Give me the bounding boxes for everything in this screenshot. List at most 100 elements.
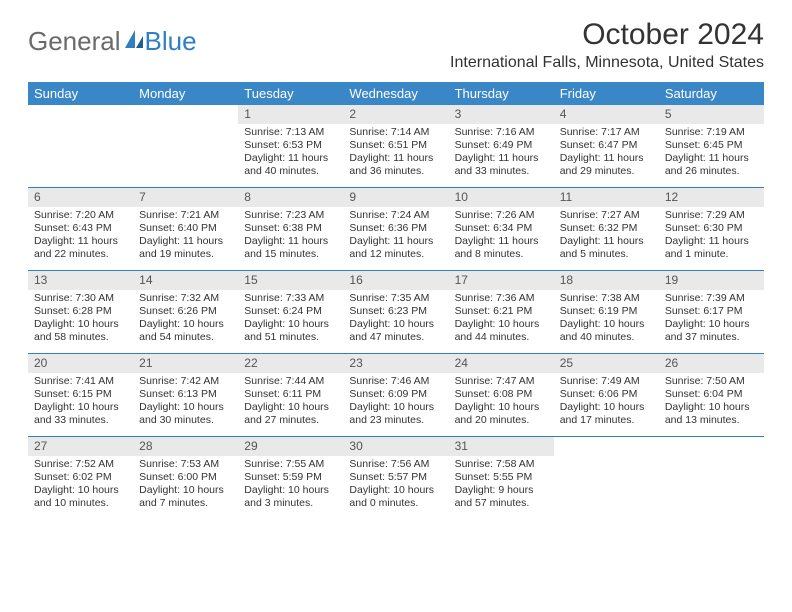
sunset-text: Sunset: 6:19 PM — [560, 305, 653, 318]
day-number: 10 — [449, 188, 554, 207]
day-number: 26 — [659, 354, 764, 373]
calendar-cell: 18Sunrise: 7:38 AMSunset: 6:19 PMDayligh… — [554, 271, 659, 353]
sunset-text: Sunset: 6:02 PM — [34, 471, 127, 484]
daylight-text: Daylight: 10 hours and 7 minutes. — [139, 484, 232, 510]
cell-body: Sunrise: 7:53 AMSunset: 6:00 PMDaylight:… — [133, 456, 238, 515]
daylight-text: Daylight: 11 hours and 8 minutes. — [455, 235, 548, 261]
cell-body: Sunrise: 7:26 AMSunset: 6:34 PMDaylight:… — [449, 207, 554, 266]
logo-sail-icon — [123, 26, 145, 57]
cell-body: Sunrise: 7:50 AMSunset: 6:04 PMDaylight:… — [659, 373, 764, 432]
sunrise-text: Sunrise: 7:41 AM — [34, 375, 127, 388]
calendar-cell: 19Sunrise: 7:39 AMSunset: 6:17 PMDayligh… — [659, 271, 764, 353]
sunrise-text: Sunrise: 7:46 AM — [349, 375, 442, 388]
calendar-cell — [554, 437, 659, 519]
calendar-cell: 10Sunrise: 7:26 AMSunset: 6:34 PMDayligh… — [449, 188, 554, 270]
sunrise-text: Sunrise: 7:42 AM — [139, 375, 232, 388]
sunset-text: Sunset: 5:57 PM — [349, 471, 442, 484]
day-number: 28 — [133, 437, 238, 456]
sunset-text: Sunset: 6:45 PM — [665, 139, 758, 152]
page-subtitle: International Falls, Minnesota, United S… — [450, 54, 764, 72]
day-number: 25 — [554, 354, 659, 373]
sunset-text: Sunset: 6:47 PM — [560, 139, 653, 152]
day-number: 7 — [133, 188, 238, 207]
daylight-text: Daylight: 10 hours and 51 minutes. — [244, 318, 337, 344]
sunrise-text: Sunrise: 7:27 AM — [560, 209, 653, 222]
sunrise-text: Sunrise: 7:44 AM — [244, 375, 337, 388]
day-number: 15 — [238, 271, 343, 290]
sunrise-text: Sunrise: 7:29 AM — [665, 209, 758, 222]
daylight-text: Daylight: 11 hours and 12 minutes. — [349, 235, 442, 261]
sunrise-text: Sunrise: 7:16 AM — [455, 126, 548, 139]
day-number: 29 — [238, 437, 343, 456]
sunrise-text: Sunrise: 7:58 AM — [455, 458, 548, 471]
sunset-text: Sunset: 6:23 PM — [349, 305, 442, 318]
sunrise-text: Sunrise: 7:53 AM — [139, 458, 232, 471]
logo-text-blue: Blue — [145, 26, 197, 57]
calendar-cell: 1Sunrise: 7:13 AMSunset: 6:53 PMDaylight… — [238, 105, 343, 187]
cell-body: Sunrise: 7:32 AMSunset: 6:26 PMDaylight:… — [133, 290, 238, 349]
daylight-text: Daylight: 10 hours and 47 minutes. — [349, 318, 442, 344]
calendar-cell: 28Sunrise: 7:53 AMSunset: 6:00 PMDayligh… — [133, 437, 238, 519]
calendar-cell: 7Sunrise: 7:21 AMSunset: 6:40 PMDaylight… — [133, 188, 238, 270]
daylight-text: Daylight: 11 hours and 22 minutes. — [34, 235, 127, 261]
daylight-text: Daylight: 11 hours and 40 minutes. — [244, 152, 337, 178]
sunset-text: Sunset: 6:26 PM — [139, 305, 232, 318]
calendar-cell: 24Sunrise: 7:47 AMSunset: 6:08 PMDayligh… — [449, 354, 554, 436]
calendar-cell: 21Sunrise: 7:42 AMSunset: 6:13 PMDayligh… — [133, 354, 238, 436]
calendar-row: 6Sunrise: 7:20 AMSunset: 6:43 PMDaylight… — [28, 187, 764, 270]
weekday-label: Monday — [133, 82, 238, 105]
daylight-text: Daylight: 10 hours and 20 minutes. — [455, 401, 548, 427]
day-number: 8 — [238, 188, 343, 207]
sunrise-text: Sunrise: 7:56 AM — [349, 458, 442, 471]
cell-body: Sunrise: 7:13 AMSunset: 6:53 PMDaylight:… — [238, 124, 343, 183]
weekday-label: Tuesday — [238, 82, 343, 105]
sunset-text: Sunset: 6:11 PM — [244, 388, 337, 401]
day-number: 3 — [449, 105, 554, 124]
cell-body: Sunrise: 7:42 AMSunset: 6:13 PMDaylight:… — [133, 373, 238, 432]
calendar-page: General Blue October 2024 International … — [0, 0, 792, 537]
calendar-cell: 15Sunrise: 7:33 AMSunset: 6:24 PMDayligh… — [238, 271, 343, 353]
calendar-cell: 5Sunrise: 7:19 AMSunset: 6:45 PMDaylight… — [659, 105, 764, 187]
calendar: Sunday Monday Tuesday Wednesday Thursday… — [28, 82, 764, 519]
cell-body: Sunrise: 7:14 AMSunset: 6:51 PMDaylight:… — [343, 124, 448, 183]
day-number: 27 — [28, 437, 133, 456]
sunset-text: Sunset: 6:17 PM — [665, 305, 758, 318]
daylight-text: Daylight: 10 hours and 54 minutes. — [139, 318, 232, 344]
sunset-text: Sunset: 6:00 PM — [139, 471, 232, 484]
sunset-text: Sunset: 6:28 PM — [34, 305, 127, 318]
daylight-text: Daylight: 11 hours and 26 minutes. — [665, 152, 758, 178]
day-number: 1 — [238, 105, 343, 124]
day-number: 17 — [449, 271, 554, 290]
sunrise-text: Sunrise: 7:23 AM — [244, 209, 337, 222]
cell-body: Sunrise: 7:46 AMSunset: 6:09 PMDaylight:… — [343, 373, 448, 432]
cell-body: Sunrise: 7:56 AMSunset: 5:57 PMDaylight:… — [343, 456, 448, 515]
cell-body: Sunrise: 7:49 AMSunset: 6:06 PMDaylight:… — [554, 373, 659, 432]
calendar-cell: 9Sunrise: 7:24 AMSunset: 6:36 PMDaylight… — [343, 188, 448, 270]
daylight-text: Daylight: 10 hours and 44 minutes. — [455, 318, 548, 344]
sunrise-text: Sunrise: 7:30 AM — [34, 292, 127, 305]
daylight-text: Daylight: 10 hours and 0 minutes. — [349, 484, 442, 510]
sunset-text: Sunset: 6:32 PM — [560, 222, 653, 235]
day-number: 14 — [133, 271, 238, 290]
cell-body: Sunrise: 7:44 AMSunset: 6:11 PMDaylight:… — [238, 373, 343, 432]
sunset-text: Sunset: 6:38 PM — [244, 222, 337, 235]
weekday-label: Sunday — [28, 82, 133, 105]
sunrise-text: Sunrise: 7:14 AM — [349, 126, 442, 139]
sunset-text: Sunset: 6:40 PM — [139, 222, 232, 235]
day-number: 21 — [133, 354, 238, 373]
day-number: 18 — [554, 271, 659, 290]
sunrise-text: Sunrise: 7:19 AM — [665, 126, 758, 139]
day-number: 20 — [28, 354, 133, 373]
sunrise-text: Sunrise: 7:39 AM — [665, 292, 758, 305]
calendar-cell: 6Sunrise: 7:20 AMSunset: 6:43 PMDaylight… — [28, 188, 133, 270]
day-number: 30 — [343, 437, 448, 456]
logo-text-general: General — [28, 26, 121, 57]
daylight-text: Daylight: 10 hours and 58 minutes. — [34, 318, 127, 344]
day-number: 4 — [554, 105, 659, 124]
title-block: October 2024 International Falls, Minnes… — [450, 18, 764, 78]
calendar-cell: 16Sunrise: 7:35 AMSunset: 6:23 PMDayligh… — [343, 271, 448, 353]
calendar-cell: 30Sunrise: 7:56 AMSunset: 5:57 PMDayligh… — [343, 437, 448, 519]
daylight-text: Daylight: 10 hours and 40 minutes. — [560, 318, 653, 344]
cell-body: Sunrise: 7:21 AMSunset: 6:40 PMDaylight:… — [133, 207, 238, 266]
day-number: 6 — [28, 188, 133, 207]
